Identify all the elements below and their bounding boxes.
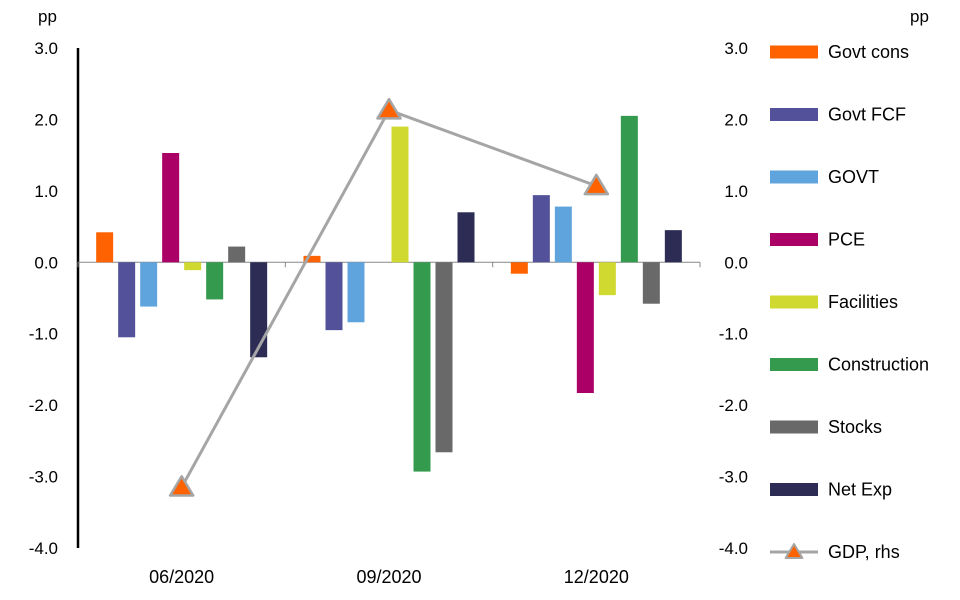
bar-construction [620,115,638,263]
legend-label-net-exp: Net Exp [828,480,892,500]
left-tick-label: 0.0 [34,253,58,272]
bar-facilities [598,262,616,296]
left-tick-label: 3.0 [34,39,58,58]
legend-swatch-govt-fcf [770,108,818,121]
legend-swatch-govt [770,170,818,184]
right-tick-label: -2.0 [719,396,748,415]
legend-label-pce: PCE [828,230,865,250]
bar-group [96,115,682,472]
legend-swatch-stocks [770,420,818,434]
bar-govt-fcf [532,195,550,263]
bar-govt-fcf [118,262,136,338]
right-axis-unit: pp [910,7,929,26]
legend-swatch-construction [770,358,818,371]
gdp-line [180,108,597,489]
left-tick-label: -1.0 [29,325,58,344]
legend-swatch-facilities [770,295,818,309]
bar-facilities [184,262,202,271]
left-axis-unit: pp [38,7,57,26]
bar-stocks [642,262,660,304]
bar-govt-fcf [325,262,343,331]
right-tick-label: 1.0 [724,182,748,201]
left-tick-label: -4.0 [29,539,58,558]
bar-net-exp [457,212,475,263]
bar-govt [554,206,572,263]
legend-label-govt-cons: Govt cons [828,42,909,62]
bar-construction [413,262,431,472]
bar-pce [576,262,594,393]
category-labels: 06/2020 09/2020 12/2020 [149,567,629,587]
legend-label-stocks: Stocks [828,417,882,437]
left-tick-label: -2.0 [29,396,58,415]
bar-pce [162,153,180,263]
legend-swatch-pce [770,233,818,246]
legend-label-construction: Construction [828,355,929,375]
bar-govt [140,262,158,307]
legend-swatch-gdp-marker [784,543,804,559]
right-tick-label: -3.0 [719,468,748,487]
x-category-label: 06/2020 [149,567,214,587]
x-category-label: 12/2020 [564,567,629,587]
right-tick-label: 0.0 [724,253,748,272]
x-category-label: 09/2020 [356,567,421,587]
bar-govt [347,262,365,323]
left-tick-label: 2.0 [34,110,58,129]
right-tick-label: -4.0 [719,539,748,558]
left-axis: 3.0 2.0 1.0 0.0 -1.0 -2.0 -3.0 -4.0 pp [29,7,701,558]
bar-govt-cons [303,255,321,263]
right-tick-label: 2.0 [724,110,748,129]
legend-label-govt: GOVT [828,167,879,187]
legend-swatch-net-exp [770,483,818,496]
bar-facilities [391,126,409,263]
bar-construction [206,262,224,300]
bar-net-exp [664,230,682,263]
gdp-marker [583,173,610,196]
right-tick-label: 3.0 [724,39,748,58]
bar-govt-cons [96,232,114,263]
bar-stocks [435,262,453,453]
bar-govt-cons [510,262,528,274]
legend-label-gdp-rhs: GDP, rhs [828,542,900,562]
legend: Govt cons Govt FCF GOVT PCE Facilities Constr… [770,42,929,562]
bar-stocks [228,246,246,263]
left-tick-label: -3.0 [29,468,58,487]
gdp-line-group [168,97,610,497]
right-axis: 3.0 2.0 1.0 0.0 -1.0 -2.0 -3.0 -4.0 pp [719,7,929,558]
legend-swatch-govt-cons [770,45,818,59]
gdp-marker [376,97,402,120]
legend-label-govt-fcf: Govt FCF [828,105,906,125]
right-tick-label: -1.0 [719,325,748,344]
left-tick-label: 1.0 [34,182,58,201]
gdp-marker [168,475,195,497]
legend-label-facilities: Facilities [828,292,898,312]
bar-net-exp [250,262,268,358]
